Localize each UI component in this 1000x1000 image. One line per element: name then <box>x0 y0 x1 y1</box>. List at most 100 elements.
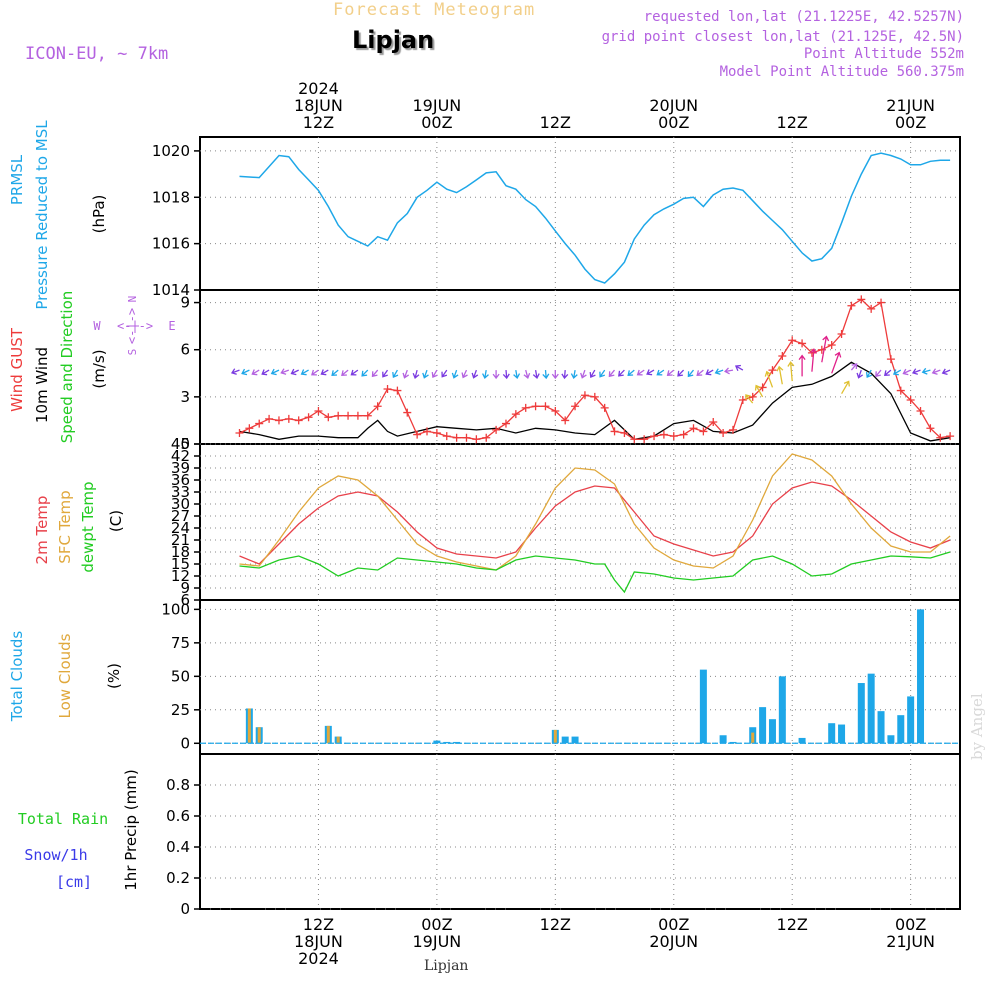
wind-direction-arrow <box>850 363 858 371</box>
wind-direction-arrow <box>696 369 704 377</box>
wind-direction-arrow <box>865 369 873 379</box>
total-cloud-bar <box>561 736 569 744</box>
total-cloud-bar <box>867 673 875 744</box>
gust-marker <box>353 411 362 420</box>
total-cloud-bar <box>907 696 915 744</box>
temperature-ytick-label: 27 <box>171 507 190 525</box>
gust-marker <box>610 427 619 436</box>
gust-marker <box>728 425 737 434</box>
wind-direction-arrow <box>646 369 655 376</box>
gust-marker <box>738 396 747 404</box>
wind-direction-arrow <box>382 369 389 378</box>
top-time-label: 00Z <box>421 113 452 132</box>
gust-marker <box>827 341 836 349</box>
wind-direction-arrow <box>320 369 329 376</box>
gust-marker <box>719 429 728 437</box>
top-time-label: 21JUN <box>886 96 935 115</box>
total-cloud-bar <box>857 683 865 744</box>
gust-marker <box>383 385 392 393</box>
wind10m-line <box>239 361 951 442</box>
total-cloud-bar <box>828 723 836 744</box>
gust-marker <box>630 435 639 444</box>
total-cloud-bar <box>719 735 727 744</box>
wind-direction-arrow <box>532 369 540 380</box>
pressure-ytick-label: 1016 <box>152 235 190 253</box>
wind-direction-arrow <box>251 369 260 376</box>
gust-marker <box>867 304 876 313</box>
temperature-ytick-label: 6 <box>180 591 190 609</box>
precip-ytick-label: 0 <box>180 900 190 918</box>
pressure-panel-frame <box>199 136 961 291</box>
wind-direction-arrow <box>798 354 806 377</box>
wind-direction-arrow <box>656 369 665 376</box>
gust-marker <box>274 416 283 425</box>
low-cloud-bar <box>751 732 755 744</box>
wind-direction-arrow <box>230 368 240 375</box>
low-cloud-bar <box>336 736 340 744</box>
total-cloud-bar <box>433 740 441 744</box>
gust-marker <box>650 432 659 441</box>
clouds-ytick-label: 50 <box>171 667 190 685</box>
gust-marker <box>521 403 530 412</box>
bottom-time-label: 12Z <box>303 915 334 934</box>
model-point-altitude: Model Point Altitude 560.375m <box>719 64 964 80</box>
gust-marker <box>788 336 797 345</box>
bottom-time-label: 21JUN <box>886 932 935 951</box>
wind-direction-arrow <box>331 369 339 377</box>
temperature-ytick-label: 21 <box>171 531 190 549</box>
gust-marker <box>837 330 846 338</box>
gust-marker <box>699 427 708 436</box>
wind-direction-arrow <box>589 369 596 379</box>
gust-marker <box>472 435 481 444</box>
wind-direction-arrow <box>471 369 479 379</box>
gust-marker <box>423 427 432 436</box>
temperature-ytick-label: 12 <box>171 567 190 585</box>
wind-ytick-label: 9 <box>180 294 190 312</box>
gust-marker <box>640 435 649 444</box>
clouds-panel-frame <box>199 599 961 755</box>
place-title: Lipjan <box>352 26 435 54</box>
wind10m-label: 10m Wind <box>33 347 51 423</box>
temperature-ytick-label: 36 <box>171 471 190 489</box>
low-clouds-label: Low Clouds <box>56 633 74 718</box>
wind-direction-arrow <box>412 369 420 379</box>
total-cloud-bar <box>759 707 767 744</box>
bottom-time-label: 12Z <box>777 915 808 934</box>
wind-direction-arrow <box>270 368 280 376</box>
gust-marker <box>413 430 422 439</box>
gust-marker <box>255 419 264 428</box>
total-cloud-bar <box>798 737 806 744</box>
gust-marker <box>393 386 402 395</box>
gust-marker <box>946 432 955 441</box>
gust-marker <box>936 433 945 442</box>
gust-marker <box>324 413 333 422</box>
wind-direction-arrow <box>492 370 500 380</box>
temperature-ytick-label: 18 <box>171 543 190 561</box>
wind-direction-arrow <box>745 394 754 404</box>
wind-ytick-label: 6 <box>180 341 190 359</box>
wind-direction-arrow <box>911 368 921 375</box>
wind-direction-arrow <box>841 380 850 395</box>
precip-ytick-label: 0.2 <box>166 869 190 887</box>
wind-direction-arrow <box>776 365 784 385</box>
gust-marker <box>265 414 274 423</box>
wind-direction-arrow <box>883 369 892 377</box>
wind-direction-arrow <box>754 384 764 398</box>
point-altitude: Point Altitude 552m <box>803 46 964 62</box>
gust-marker <box>886 355 895 364</box>
wind-direction-arrow <box>451 369 459 379</box>
low-cloud-bar <box>326 725 330 744</box>
precip-ytick-label: 0.4 <box>166 838 190 856</box>
wind-direction-arrow <box>241 368 250 376</box>
wind-direction-arrow <box>787 361 795 382</box>
compass-ew-arrow: <-|-> <box>117 319 153 333</box>
gust-marker <box>511 410 520 419</box>
compass-s: S <box>126 349 139 356</box>
total-cloud-bar <box>887 735 895 744</box>
wind-direction-arrow <box>705 369 714 376</box>
wind-direction-arrow <box>422 369 429 379</box>
pressure-msl-label: Pressure Reduced to MSL <box>33 120 51 310</box>
temperature-ytick-label: 24 <box>171 519 190 537</box>
